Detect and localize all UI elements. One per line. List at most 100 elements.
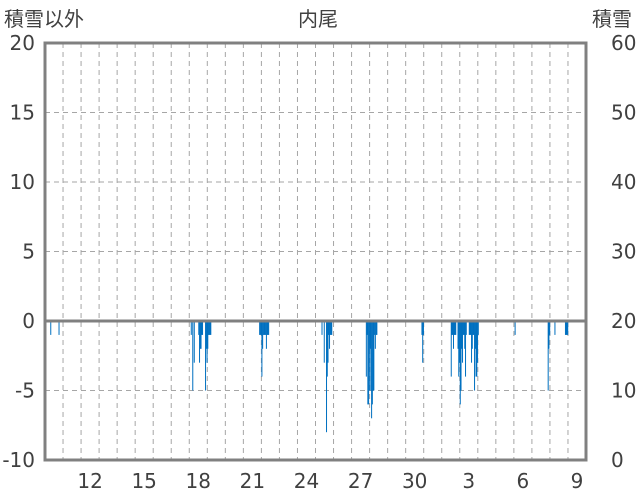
bar — [372, 321, 374, 391]
x-tick-label: 9 — [571, 469, 584, 493]
bar — [259, 321, 261, 335]
bar — [371, 321, 373, 419]
bar — [365, 321, 367, 377]
bar — [465, 321, 467, 377]
bar — [209, 321, 211, 335]
bar — [459, 321, 461, 405]
y-right-tick-label: 20 — [611, 309, 636, 333]
plot-frame — [43, 41, 588, 462]
bar — [208, 321, 210, 335]
x-tick-label: 15 — [131, 469, 156, 493]
bar — [453, 321, 455, 335]
bar — [373, 321, 375, 391]
bar — [450, 321, 452, 377]
bar — [266, 321, 268, 335]
bar — [477, 321, 479, 335]
x-tick-label: 3 — [462, 469, 475, 493]
bar — [321, 321, 323, 335]
bar — [260, 321, 262, 335]
x-tick-label: 21 — [240, 469, 265, 493]
bar — [453, 321, 455, 349]
y-left-tick-label: 5 — [22, 240, 35, 264]
bar — [458, 321, 460, 377]
bar — [205, 321, 207, 391]
bar — [462, 321, 464, 335]
bar — [554, 321, 556, 335]
bar — [471, 321, 473, 349]
bar — [475, 321, 477, 377]
bar — [452, 321, 454, 335]
bar — [422, 321, 424, 335]
bar — [473, 321, 475, 335]
bar — [199, 321, 201, 349]
y-right-tick-label: 50 — [611, 101, 636, 125]
bar — [549, 321, 551, 335]
bar-layer — [50, 321, 569, 433]
bar — [192, 321, 194, 391]
bar — [366, 321, 368, 335]
x-tick-label: 30 — [402, 469, 427, 493]
bar — [474, 321, 476, 391]
bar — [422, 321, 424, 363]
bar — [202, 321, 204, 335]
chart-title: 内尾 — [298, 7, 338, 31]
bar — [329, 321, 331, 335]
bar — [455, 321, 457, 335]
grid-layer — [45, 43, 586, 460]
bar — [460, 321, 462, 391]
y-left-tick-label: 10 — [10, 170, 35, 194]
bar — [267, 321, 269, 335]
y-right-tick-label: 10 — [611, 379, 636, 403]
bar — [323, 321, 325, 363]
bar — [368, 321, 370, 391]
bar — [470, 321, 472, 335]
bar — [265, 321, 267, 335]
bar — [264, 321, 266, 335]
bar — [375, 321, 377, 335]
bar — [199, 321, 201, 363]
bar — [261, 321, 263, 377]
bar — [465, 321, 467, 335]
y-right-tick-label: 40 — [611, 170, 636, 194]
bar — [463, 321, 465, 335]
bar — [567, 321, 569, 335]
bar — [193, 321, 195, 363]
bar — [566, 321, 568, 335]
x-tick-label: 12 — [77, 469, 102, 493]
bar — [464, 321, 466, 349]
bar — [201, 321, 203, 335]
bar — [206, 321, 208, 363]
bar — [565, 321, 567, 335]
bar — [371, 321, 373, 405]
bar — [564, 321, 566, 335]
bar — [368, 321, 370, 405]
bar — [326, 321, 328, 433]
x-tick-label: 18 — [186, 469, 211, 493]
y-left-tick-label: 20 — [10, 31, 35, 55]
bar — [330, 321, 332, 335]
y-left-tick-label: -5 — [15, 379, 35, 403]
bar — [262, 321, 264, 335]
bar — [454, 321, 456, 335]
bar — [329, 321, 331, 349]
bar — [198, 321, 200, 335]
y-right-tick-label: 30 — [611, 240, 636, 264]
bar — [205, 321, 207, 349]
bar — [259, 321, 261, 335]
bar — [200, 321, 202, 349]
bar — [462, 321, 464, 363]
bar — [476, 321, 478, 377]
bar — [370, 321, 372, 391]
bar — [374, 321, 376, 335]
bar — [328, 321, 330, 335]
x-tick-label: 24 — [294, 469, 319, 493]
bar — [331, 321, 333, 335]
bar — [208, 321, 210, 335]
bar — [457, 321, 459, 349]
bar — [369, 321, 371, 349]
bar — [58, 321, 60, 335]
bar — [262, 321, 264, 349]
bar — [472, 321, 474, 335]
bar — [471, 321, 473, 363]
